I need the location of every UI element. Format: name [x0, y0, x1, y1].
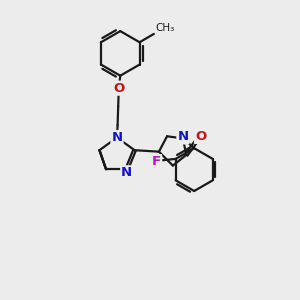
Text: N: N — [121, 166, 132, 179]
Text: N: N — [111, 131, 123, 144]
Text: CH₃: CH₃ — [156, 23, 175, 33]
Text: O: O — [195, 130, 206, 143]
Text: N: N — [177, 130, 188, 143]
Text: O: O — [113, 82, 124, 95]
Text: F: F — [152, 155, 161, 168]
